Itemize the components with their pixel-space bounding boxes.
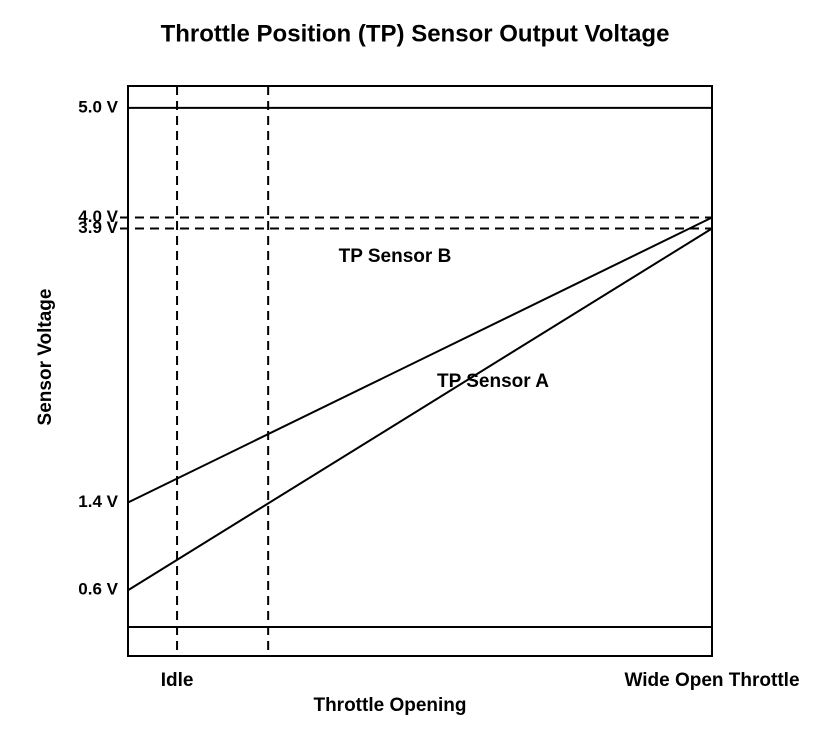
y-tick-label: 1.4 V [78, 492, 118, 511]
series-label: TP Sensor B [339, 246, 452, 267]
y-tick-label: 0.6 V [78, 580, 118, 599]
y-tick-label: 4.0 V [78, 207, 118, 226]
y-axis-label: Sensor Voltage [35, 289, 56, 426]
x-tick-label: Wide Open Throttle [624, 670, 799, 691]
x-tick-label: Idle [161, 670, 194, 691]
chart-title: Throttle Position (TP) Sensor Output Vol… [161, 20, 670, 47]
series-line [127, 216, 713, 504]
series-line [127, 227, 713, 592]
x-axis-label: Throttle Opening [313, 695, 466, 716]
plot-frame [127, 85, 713, 657]
series-label: TP Sensor A [437, 371, 549, 392]
y-tick-label: 5.0 V [78, 97, 118, 116]
y-tick-label: 3.9 V [78, 218, 118, 237]
